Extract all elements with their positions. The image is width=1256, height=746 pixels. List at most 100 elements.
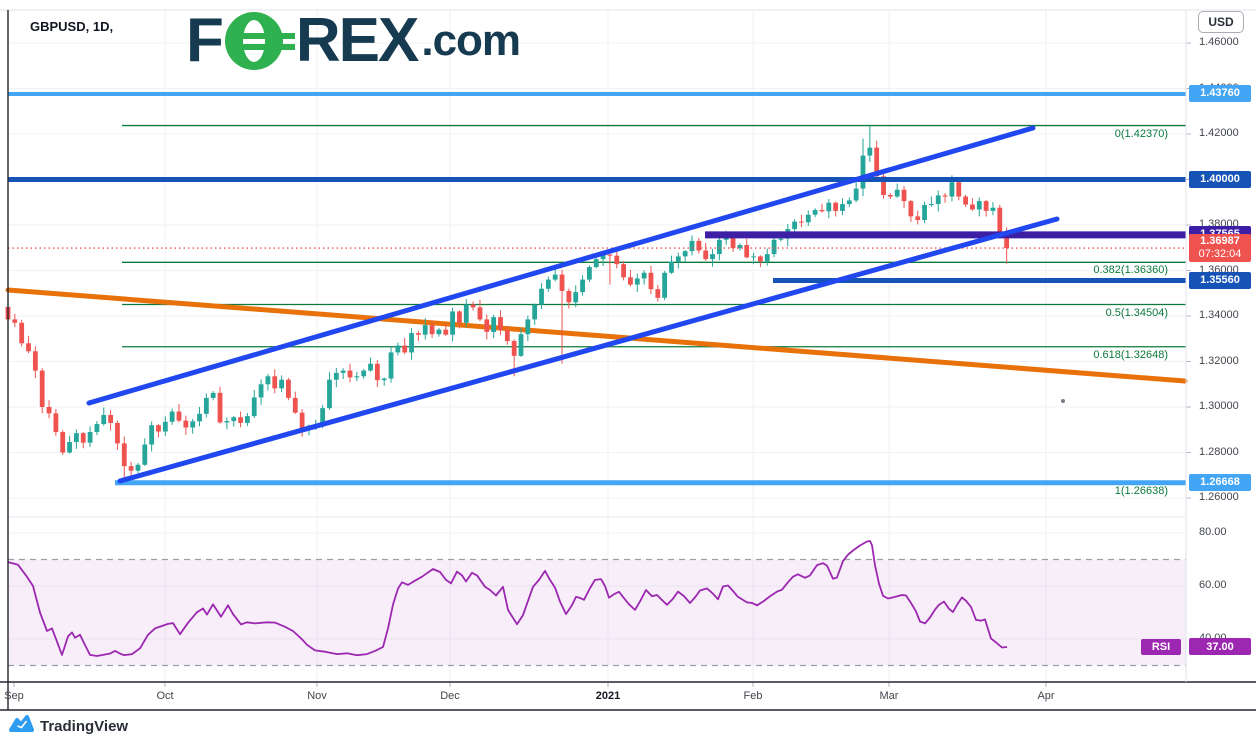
candle-body[interactable]: [135, 464, 141, 471]
time-axis-label[interactable]: 2021: [595, 690, 621, 702]
candle-body[interactable]: [402, 345, 408, 353]
candle-body[interactable]: [737, 245, 743, 249]
candle-body[interactable]: [675, 256, 681, 262]
candle-body[interactable]: [333, 372, 339, 380]
rsi-line[interactable]: [7, 540, 1008, 657]
candle-body[interactable]: [374, 363, 380, 381]
symbol-legend[interactable]: GBPUSD, 1D,: [30, 19, 114, 34]
candle-body[interactable]: [723, 237, 729, 240]
candle-body[interactable]: [744, 245, 750, 258]
candle-body[interactable]: [792, 221, 797, 230]
candle-body[interactable]: [662, 272, 668, 298]
candle-body[interactable]: [764, 254, 770, 262]
candle-body[interactable]: [593, 259, 599, 268]
candle-body[interactable]: [149, 425, 155, 445]
price-axis-label[interactable]: 1.30000: [1199, 400, 1239, 412]
price-axis-label[interactable]: 1.26000: [1199, 491, 1239, 503]
candle-body[interactable]: [388, 352, 394, 379]
candle-body[interactable]: [32, 351, 38, 371]
candle-body[interactable]: [340, 370, 346, 373]
candle-body[interactable]: [162, 421, 168, 432]
candle-body[interactable]: [217, 392, 223, 423]
candle-body[interactable]: [518, 334, 524, 356]
candle-body[interactable]: [279, 379, 284, 389]
candle-body[interactable]: [867, 147, 873, 156]
candle-body[interactable]: [361, 370, 367, 377]
time-axis-label[interactable]: Oct: [156, 690, 174, 702]
candle-body[interactable]: [908, 201, 914, 217]
time-axis-label[interactable]: Dec: [440, 690, 460, 702]
currency-unit-button[interactable]: USD: [1198, 11, 1244, 33]
candle-body[interactable]: [696, 240, 702, 251]
candle-body[interactable]: [545, 279, 551, 289]
candle-body[interactable]: [881, 176, 886, 195]
candle-body[interactable]: [771, 239, 777, 255]
candle-body[interactable]: [525, 319, 531, 335]
candle-body[interactable]: [53, 413, 59, 433]
candle-body[interactable]: [833, 202, 839, 211]
candle-body[interactable]: [176, 411, 182, 421]
price-axis-label[interactable]: 1.32000: [1199, 354, 1239, 367]
candle-body[interactable]: [799, 221, 804, 223]
rsi-indicator-badge[interactable]: RSI: [1141, 639, 1181, 655]
blue-channel-trendline[interactable]: [86, 125, 1036, 406]
candle-body[interactable]: [320, 408, 326, 426]
candle-body[interactable]: [121, 443, 127, 467]
candle-body[interactable]: [87, 432, 93, 443]
candle-body[interactable]: [258, 384, 264, 398]
candle-body[interactable]: [587, 267, 592, 280]
candle-body[interactable]: [935, 195, 941, 205]
candle-body[interactable]: [976, 201, 982, 210]
candle-body[interactable]: [265, 376, 271, 385]
candle-body[interactable]: [751, 256, 756, 258]
candle-body[interactable]: [826, 202, 832, 212]
candle-body[interactable]: [224, 421, 230, 423]
time-axis-label[interactable]: Apr: [1037, 690, 1055, 702]
candle-body[interactable]: [80, 433, 86, 443]
candle-body[interactable]: [491, 317, 497, 332]
candle-body[interactable]: [573, 292, 579, 303]
candle-body[interactable]: [197, 413, 202, 422]
candle-body[interactable]: [874, 147, 880, 177]
candle-body[interactable]: [108, 414, 113, 423]
candle-body[interactable]: [956, 182, 962, 197]
candle-body[interactable]: [963, 196, 968, 205]
candle-body[interactable]: [628, 277, 633, 285]
candle-body[interactable]: [381, 378, 387, 381]
candle-body[interactable]: [812, 209, 818, 215]
candle-body[interactable]: [703, 250, 709, 260]
candle-body[interactable]: [641, 272, 647, 279]
candle-body[interactable]: [566, 290, 572, 303]
candle-body[interactable]: [238, 417, 243, 423]
blue-channel-trendline[interactable]: [117, 216, 1060, 484]
candle-body[interactable]: [621, 264, 626, 278]
candle-body[interactable]: [203, 397, 209, 414]
candle-body[interactable]: [457, 311, 462, 323]
candle-body[interactable]: [101, 414, 107, 425]
candle-body[interactable]: [210, 392, 216, 398]
candle-body[interactable]: [894, 189, 900, 197]
candle-body[interactable]: [634, 278, 640, 285]
candle-body[interactable]: [990, 207, 996, 211]
candle-body[interactable]: [580, 279, 585, 293]
candle-body[interactable]: [94, 424, 100, 433]
candle-body[interactable]: [436, 329, 442, 335]
candle-body[interactable]: [1004, 235, 1010, 248]
time-axis-label[interactable]: Feb: [743, 690, 763, 702]
candle-body[interactable]: [470, 304, 476, 308]
candle-body[interactable]: [395, 345, 401, 353]
candle-body[interactable]: [327, 379, 332, 409]
time-axis-label[interactable]: Sep: [4, 690, 24, 702]
price-axis-label[interactable]: 1.46000: [1199, 36, 1239, 48]
price-axis-label[interactable]: 1.28000: [1199, 445, 1239, 458]
candle-body[interactable]: [682, 251, 688, 257]
price-axis-label[interactable]: 1.34000: [1199, 309, 1239, 321]
candle-body[interactable]: [887, 194, 893, 197]
candle-body[interactable]: [539, 288, 544, 305]
candle-body[interactable]: [846, 200, 852, 205]
rsi-axis-label[interactable]: 80.00: [1199, 526, 1227, 538]
candle-body[interactable]: [730, 237, 736, 249]
candle-body[interactable]: [716, 239, 722, 255]
candle-body[interactable]: [12, 319, 18, 323]
